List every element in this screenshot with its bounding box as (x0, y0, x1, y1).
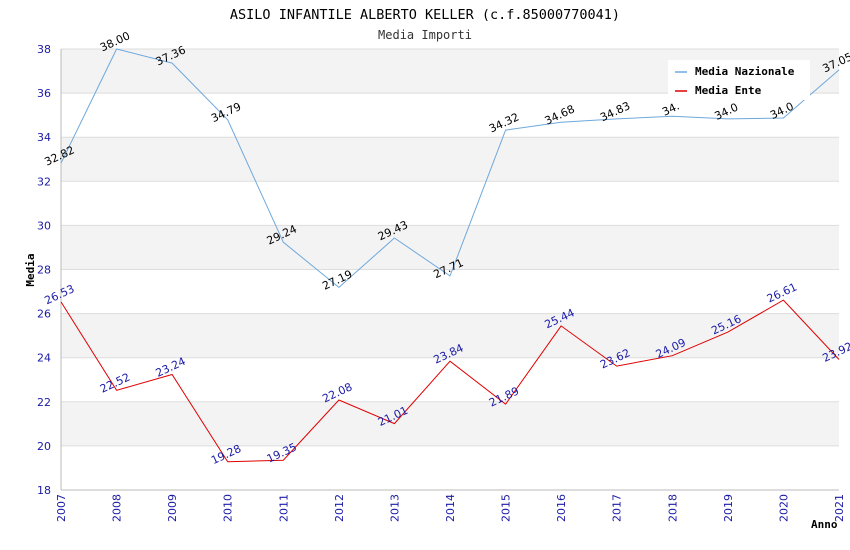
x-tick-label: 2010 (222, 494, 235, 522)
y-tick-label: 32 (37, 175, 51, 188)
axes (60, 49, 839, 491)
x-tick-label: 2021 (833, 494, 846, 522)
x-tick-label: 2020 (777, 494, 790, 522)
chart-title: ASILO INFANTILE ALBERTO KELLER (c.f.8500… (230, 7, 620, 23)
series-line-media-nazionale (60, 48, 840, 289)
data-label: 34.0 (713, 101, 741, 123)
data-label: 23.24 (154, 355, 188, 380)
data-label: 34.32 (487, 110, 521, 135)
x-tick-label: 2019 (722, 494, 735, 522)
data-label: 34.0 (768, 100, 796, 122)
y-axis-label: Media (24, 253, 37, 286)
grid-bands (61, 49, 839, 446)
x-axis-label: Anno (811, 518, 838, 531)
grid-band (61, 313, 839, 358)
grid-band (61, 401, 839, 446)
data-label: 34.79 (209, 100, 243, 125)
data-label: 27.19 (320, 268, 354, 293)
x-tick-label: 2011 (277, 494, 290, 522)
x-tick-label: 2015 (500, 494, 513, 522)
y-tick-label: 30 (37, 219, 51, 232)
x-tick-label: 2016 (555, 494, 568, 522)
x-tick-label: 2012 (333, 494, 346, 522)
legend-label-nazionale: Media Nazionale (695, 65, 795, 78)
chart-subtitle: Media Importi (378, 28, 472, 42)
x-tick-label: 2009 (166, 494, 179, 522)
x-tick-labels: 2007 2008 2009 2010 2011 2012 2013 2014 2015 2016… (55, 494, 846, 522)
grid-lines (61, 48, 839, 491)
y-tick-label: 18 (37, 484, 51, 497)
data-label: 34.83 (598, 99, 632, 124)
x-tick-label: 2007 (55, 494, 68, 522)
legend: Media Nazionale Media Ente (668, 60, 810, 100)
x-tick-label: 2013 (388, 494, 401, 522)
x-tick-label: 2014 (444, 494, 457, 522)
y-tick-label: 36 (37, 87, 51, 100)
y-tick-labels: 18 20 22 24 26 28 30 32 34 36 38 (37, 43, 51, 497)
x-tick-label: 2018 (666, 494, 679, 522)
data-label: 26.61 (765, 280, 799, 305)
y-tick-label: 22 (37, 396, 51, 409)
y-tick-label: 20 (37, 440, 51, 453)
data-label: 34. (660, 99, 681, 118)
y-tick-label: 24 (37, 352, 51, 365)
y-tick-label: 38 (37, 43, 51, 56)
x-tick-label: 2017 (611, 494, 624, 522)
data-label: 26.53 (42, 282, 76, 307)
grid-band (61, 137, 839, 182)
data-label: 22.52 (98, 371, 132, 396)
y-tick-label: 34 (37, 131, 51, 144)
series-lines (60, 48, 840, 463)
x-tick-label: 2008 (111, 494, 124, 522)
y-tick-label: 28 (37, 264, 51, 277)
legend-label-ente: Media Ente (695, 84, 762, 97)
data-label: 34.68 (543, 102, 577, 127)
y-tick-label: 26 (37, 308, 51, 321)
legend-box (668, 60, 810, 100)
grid-band (61, 225, 839, 270)
series-line-media-ente (60, 299, 840, 463)
